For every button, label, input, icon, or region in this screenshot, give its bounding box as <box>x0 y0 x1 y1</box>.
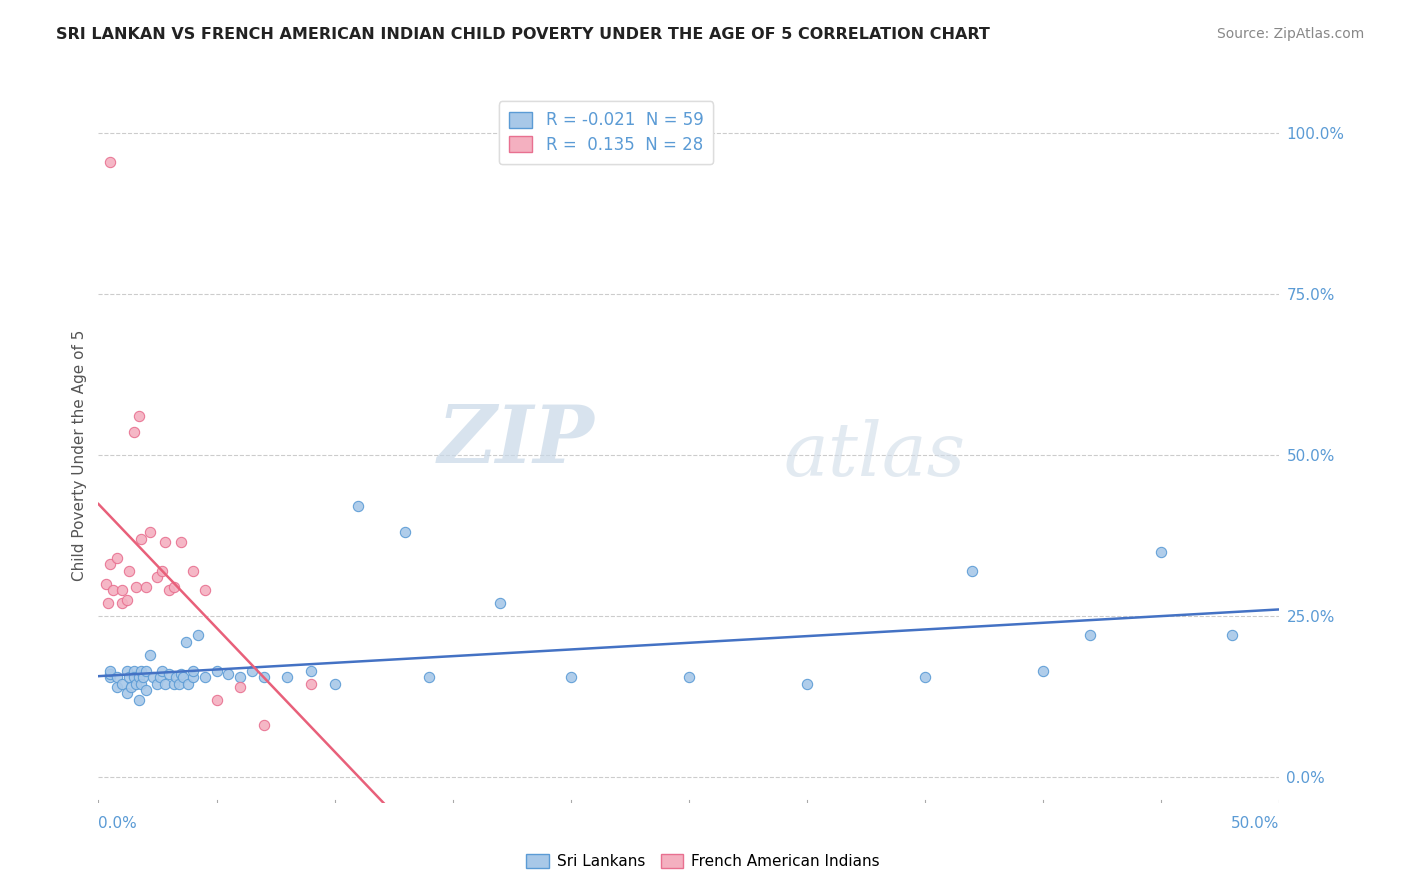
Point <box>122 670 145 684</box>
Point <box>142 670 165 684</box>
Point <box>111 676 134 690</box>
Point <box>240 664 263 678</box>
Point <box>125 676 148 690</box>
Point <box>205 692 228 706</box>
Point <box>181 670 204 684</box>
Point <box>323 676 346 690</box>
Point <box>135 664 157 678</box>
Point <box>299 676 322 690</box>
Point <box>157 583 180 598</box>
Point <box>1220 628 1243 642</box>
Point <box>94 576 117 591</box>
Point <box>678 670 700 684</box>
Point <box>98 667 121 681</box>
Point <box>489 596 512 610</box>
Point <box>98 558 121 572</box>
Point <box>150 564 173 578</box>
Text: 0.0%: 0.0% <box>98 816 138 831</box>
Legend: Sri Lankans, French American Indians: Sri Lankans, French American Indians <box>520 847 886 875</box>
Point <box>1032 664 1054 678</box>
Point <box>118 670 141 684</box>
Point <box>146 676 169 690</box>
Text: ZIP: ZIP <box>437 402 595 480</box>
Point <box>129 676 152 690</box>
Point <box>125 580 148 594</box>
Point <box>128 670 150 684</box>
Point <box>347 500 370 514</box>
Point <box>139 525 162 540</box>
Text: 50.0%: 50.0% <box>1232 816 1279 831</box>
Point <box>129 664 152 678</box>
Legend: R = -0.021  N = 59, R =  0.135  N = 28: R = -0.021 N = 59, R = 0.135 N = 28 <box>499 102 713 164</box>
Point <box>128 692 150 706</box>
Point <box>122 425 145 440</box>
Point <box>253 670 276 684</box>
Point <box>394 525 416 540</box>
Point <box>132 670 155 684</box>
Point <box>98 154 121 169</box>
Point <box>97 596 120 610</box>
Point <box>111 583 134 598</box>
Point <box>962 564 984 578</box>
Point <box>139 648 162 662</box>
Point <box>105 680 128 694</box>
Point <box>118 564 141 578</box>
Point <box>172 670 194 684</box>
Point <box>150 664 173 678</box>
Point <box>135 683 157 698</box>
Point <box>115 686 138 700</box>
Text: SRI LANKAN VS FRENCH AMERICAN INDIAN CHILD POVERTY UNDER THE AGE OF 5 CORRELATIO: SRI LANKAN VS FRENCH AMERICAN INDIAN CHI… <box>56 27 990 42</box>
Point <box>177 676 200 690</box>
Point <box>98 670 121 684</box>
Point <box>157 667 180 681</box>
Point <box>167 676 190 690</box>
Point <box>217 667 239 681</box>
Point <box>122 664 145 678</box>
Point <box>165 670 187 684</box>
Point <box>914 670 936 684</box>
Point <box>194 670 217 684</box>
Point <box>170 667 193 681</box>
Point <box>187 628 209 642</box>
Y-axis label: Child Poverty Under the Age of 5: Child Poverty Under the Age of 5 <box>72 329 87 581</box>
Point <box>115 592 138 607</box>
Point <box>149 670 172 684</box>
Point <box>299 664 322 678</box>
Point <box>129 532 152 546</box>
Point <box>135 580 157 594</box>
Point <box>105 670 128 684</box>
Point <box>146 570 169 584</box>
Point <box>1080 628 1102 642</box>
Point <box>796 676 818 690</box>
Point <box>418 670 440 684</box>
Point <box>181 664 204 678</box>
Point <box>153 534 176 549</box>
Text: atlas: atlas <box>783 418 966 491</box>
Point <box>560 670 582 684</box>
Point <box>111 596 134 610</box>
Point <box>121 680 143 694</box>
Point <box>153 676 176 690</box>
Point <box>170 534 193 549</box>
Point <box>105 551 128 566</box>
Point <box>98 664 121 678</box>
Point <box>1150 544 1173 558</box>
Point <box>229 670 252 684</box>
Point <box>253 718 276 732</box>
Point <box>128 409 150 424</box>
Point <box>229 680 252 694</box>
Point <box>115 664 138 678</box>
Point <box>276 670 298 684</box>
Point <box>181 564 204 578</box>
Point <box>174 634 197 648</box>
Point <box>205 664 228 678</box>
Text: Source: ZipAtlas.com: Source: ZipAtlas.com <box>1216 27 1364 41</box>
Point <box>194 583 217 598</box>
Point <box>163 580 186 594</box>
Point <box>101 583 124 598</box>
Point <box>163 676 186 690</box>
